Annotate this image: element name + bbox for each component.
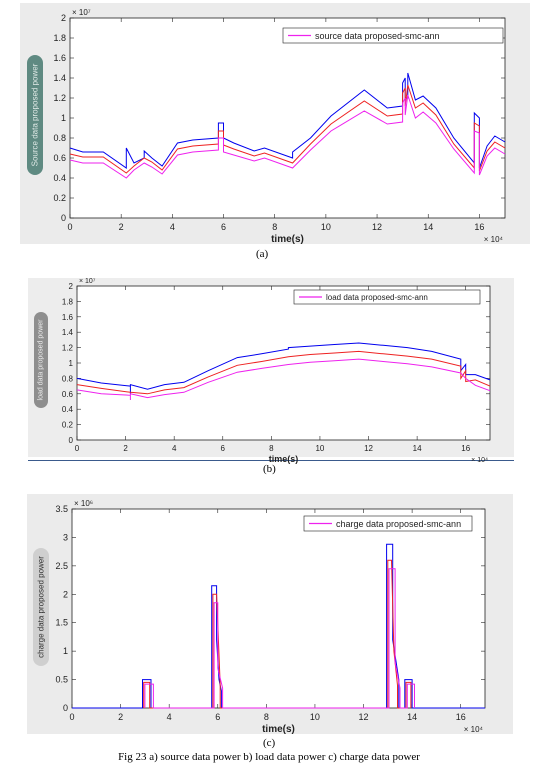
separator-line [28, 460, 514, 461]
chart-panel-b [28, 278, 514, 457]
chart-panel-a [20, 3, 530, 244]
panel-label-c: (c) [263, 737, 276, 749]
y-axis-label-c: charge data proposed power [33, 548, 49, 666]
panel-label-b: (b) [263, 463, 276, 475]
chart-panel-c [27, 494, 513, 734]
figure-caption: Fig 23 a) source data power b) load data… [118, 751, 420, 763]
y-axis-label-b: load data proposed power [34, 312, 48, 408]
y-axis-label-a: Source data proposed power [27, 55, 43, 175]
panel-label-a: (a) [256, 248, 269, 260]
